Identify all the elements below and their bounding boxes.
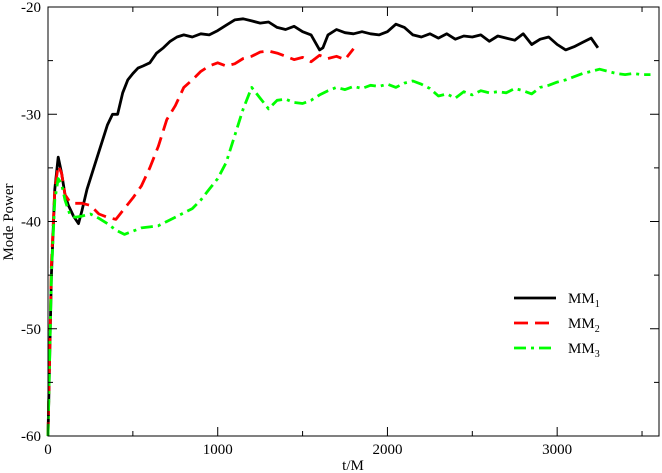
x-tick-label: 1000: [203, 442, 233, 458]
series-line-mm3: [46, 67, 651, 437]
series-line-mm2: [46, 47, 355, 437]
x-axis-label: t/M: [342, 458, 364, 473]
plot-frame: [47, 6, 660, 437]
y-tick-label: -30: [21, 107, 41, 123]
x-tick-label: 3000: [542, 442, 572, 458]
axis-tick-labels: 0 1000 2000 3000 -60 -50 -40 -30 -20: [21, 0, 572, 458]
y-tick-label: -20: [21, 0, 41, 16]
legend: MM1 MM2 MM3: [514, 291, 600, 360]
y-axis-label: Mode Power: [1, 183, 17, 260]
y-tick-label: -40: [21, 215, 41, 231]
legend-label-mm3: MM3: [568, 341, 600, 360]
y-tick-label: -50: [21, 322, 41, 338]
legend-label-mm2: MM2: [568, 316, 600, 335]
series-line-mm1: [46, 17, 600, 437]
x-tick-label: 2000: [372, 442, 402, 458]
legend-label-mm1: MM1: [568, 291, 600, 310]
x-tick-label: 0: [44, 442, 52, 458]
axis-ticks: [47, 6, 659, 437]
y-tick-label: -60: [21, 429, 41, 445]
plot-lines: [46, 17, 651, 437]
